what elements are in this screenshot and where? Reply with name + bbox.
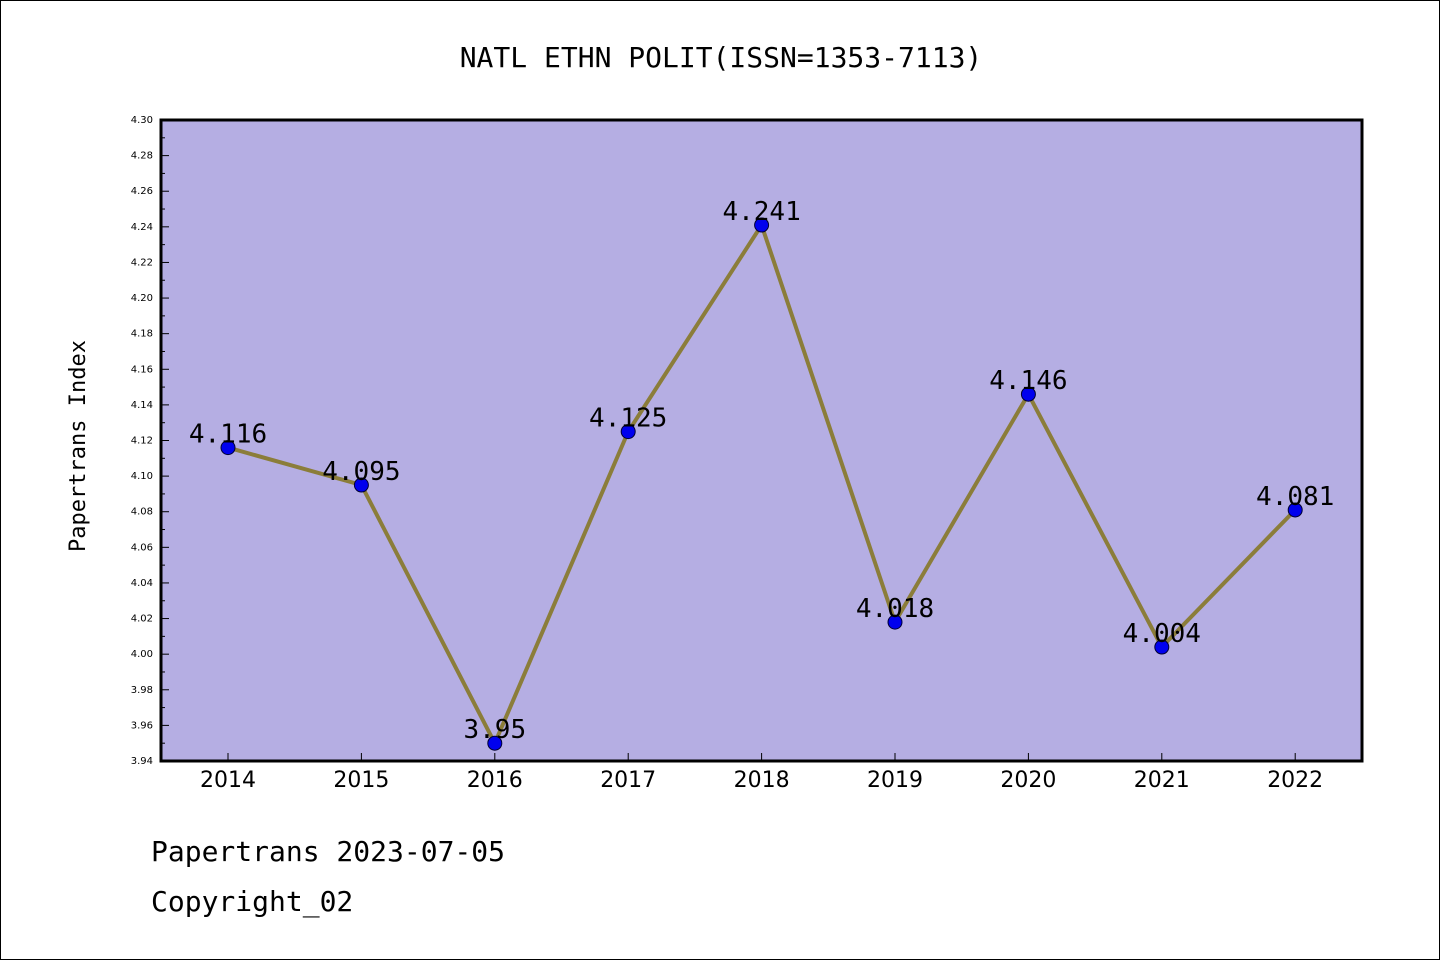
data-point bbox=[487, 735, 503, 751]
y-tick-label: 4.00 bbox=[131, 649, 153, 660]
y-tick-label: 4.10 bbox=[131, 471, 153, 482]
y-tick-label: 4.20 bbox=[131, 293, 153, 304]
y-tick-label: 3.94 bbox=[131, 756, 153, 767]
y-axis: 3.94 3.96 3.98 4.00 4.02 4.04 4.06 4.08 4.10 4.12… bbox=[131, 115, 169, 767]
y-tick-label: 3.96 bbox=[131, 720, 153, 731]
data-label: 4.004 bbox=[1123, 619, 1201, 649]
x-axis: 2014 2015 2016 2017 2018 2019 2020 2021 2022 bbox=[200, 753, 1323, 793]
data-label: 4.095 bbox=[322, 457, 400, 487]
data-point bbox=[754, 217, 770, 233]
y-tick-label: 4.14 bbox=[131, 400, 153, 411]
y-tick-label: 4.12 bbox=[131, 436, 153, 447]
footer-copyright: Copyright_02 bbox=[151, 885, 354, 918]
x-tick-label: 2022 bbox=[1267, 768, 1323, 793]
y-tick-label: 3.98 bbox=[131, 685, 153, 696]
data-point bbox=[353, 477, 369, 493]
data-label: 4.116 bbox=[189, 420, 267, 450]
y-tick-label: 4.26 bbox=[131, 186, 153, 197]
y-tick-label: 4.18 bbox=[131, 329, 153, 340]
y-tick-label: 4.04 bbox=[131, 578, 153, 589]
x-tick-label: 2019 bbox=[867, 768, 923, 793]
data-labels: 4.116 4.095 3.95 4.125 4.241 4.018 4.146 4.004 4… bbox=[189, 197, 1334, 745]
x-tick-label: 2021 bbox=[1134, 768, 1190, 793]
footer-date: Papertrans 2023-07-05 bbox=[151, 835, 506, 868]
data-label: 4.125 bbox=[589, 404, 667, 434]
y-tick-label: 4.28 bbox=[131, 151, 153, 162]
data-label: 4.241 bbox=[722, 197, 800, 227]
x-tick-label: 2018 bbox=[734, 768, 790, 793]
y-tick-label: 4.16 bbox=[131, 364, 153, 375]
data-point bbox=[1154, 639, 1170, 655]
data-point bbox=[1287, 502, 1303, 518]
data-point bbox=[887, 614, 903, 630]
data-label: 3.95 bbox=[463, 715, 526, 745]
x-tick-label: 2014 bbox=[200, 768, 256, 793]
y-tick-label: 4.02 bbox=[131, 614, 153, 625]
x-tick-label: 2020 bbox=[1000, 768, 1056, 793]
y-tick-label: 4.08 bbox=[131, 507, 153, 518]
data-point bbox=[220, 440, 236, 456]
y-axis-label: Papertrans Index bbox=[66, 340, 91, 552]
series-markers bbox=[220, 217, 1303, 751]
x-tick-label: 2016 bbox=[467, 768, 523, 793]
data-point bbox=[1020, 386, 1036, 402]
x-tick-label: 2015 bbox=[333, 768, 389, 793]
data-label: 4.018 bbox=[856, 594, 934, 624]
y-tick-label: 4.22 bbox=[131, 257, 153, 268]
y-tick-label: 4.30 bbox=[131, 115, 153, 126]
x-tick-label: 2017 bbox=[600, 768, 656, 793]
y-tick-label: 4.06 bbox=[131, 542, 153, 553]
data-label: 4.081 bbox=[1256, 482, 1334, 512]
y-tick-label: 4.24 bbox=[131, 222, 153, 233]
data-point bbox=[620, 424, 636, 440]
data-label: 4.146 bbox=[989, 366, 1067, 396]
chart-title: NATL ETHN POLIT(ISSN=1353-7113) bbox=[460, 41, 983, 74]
